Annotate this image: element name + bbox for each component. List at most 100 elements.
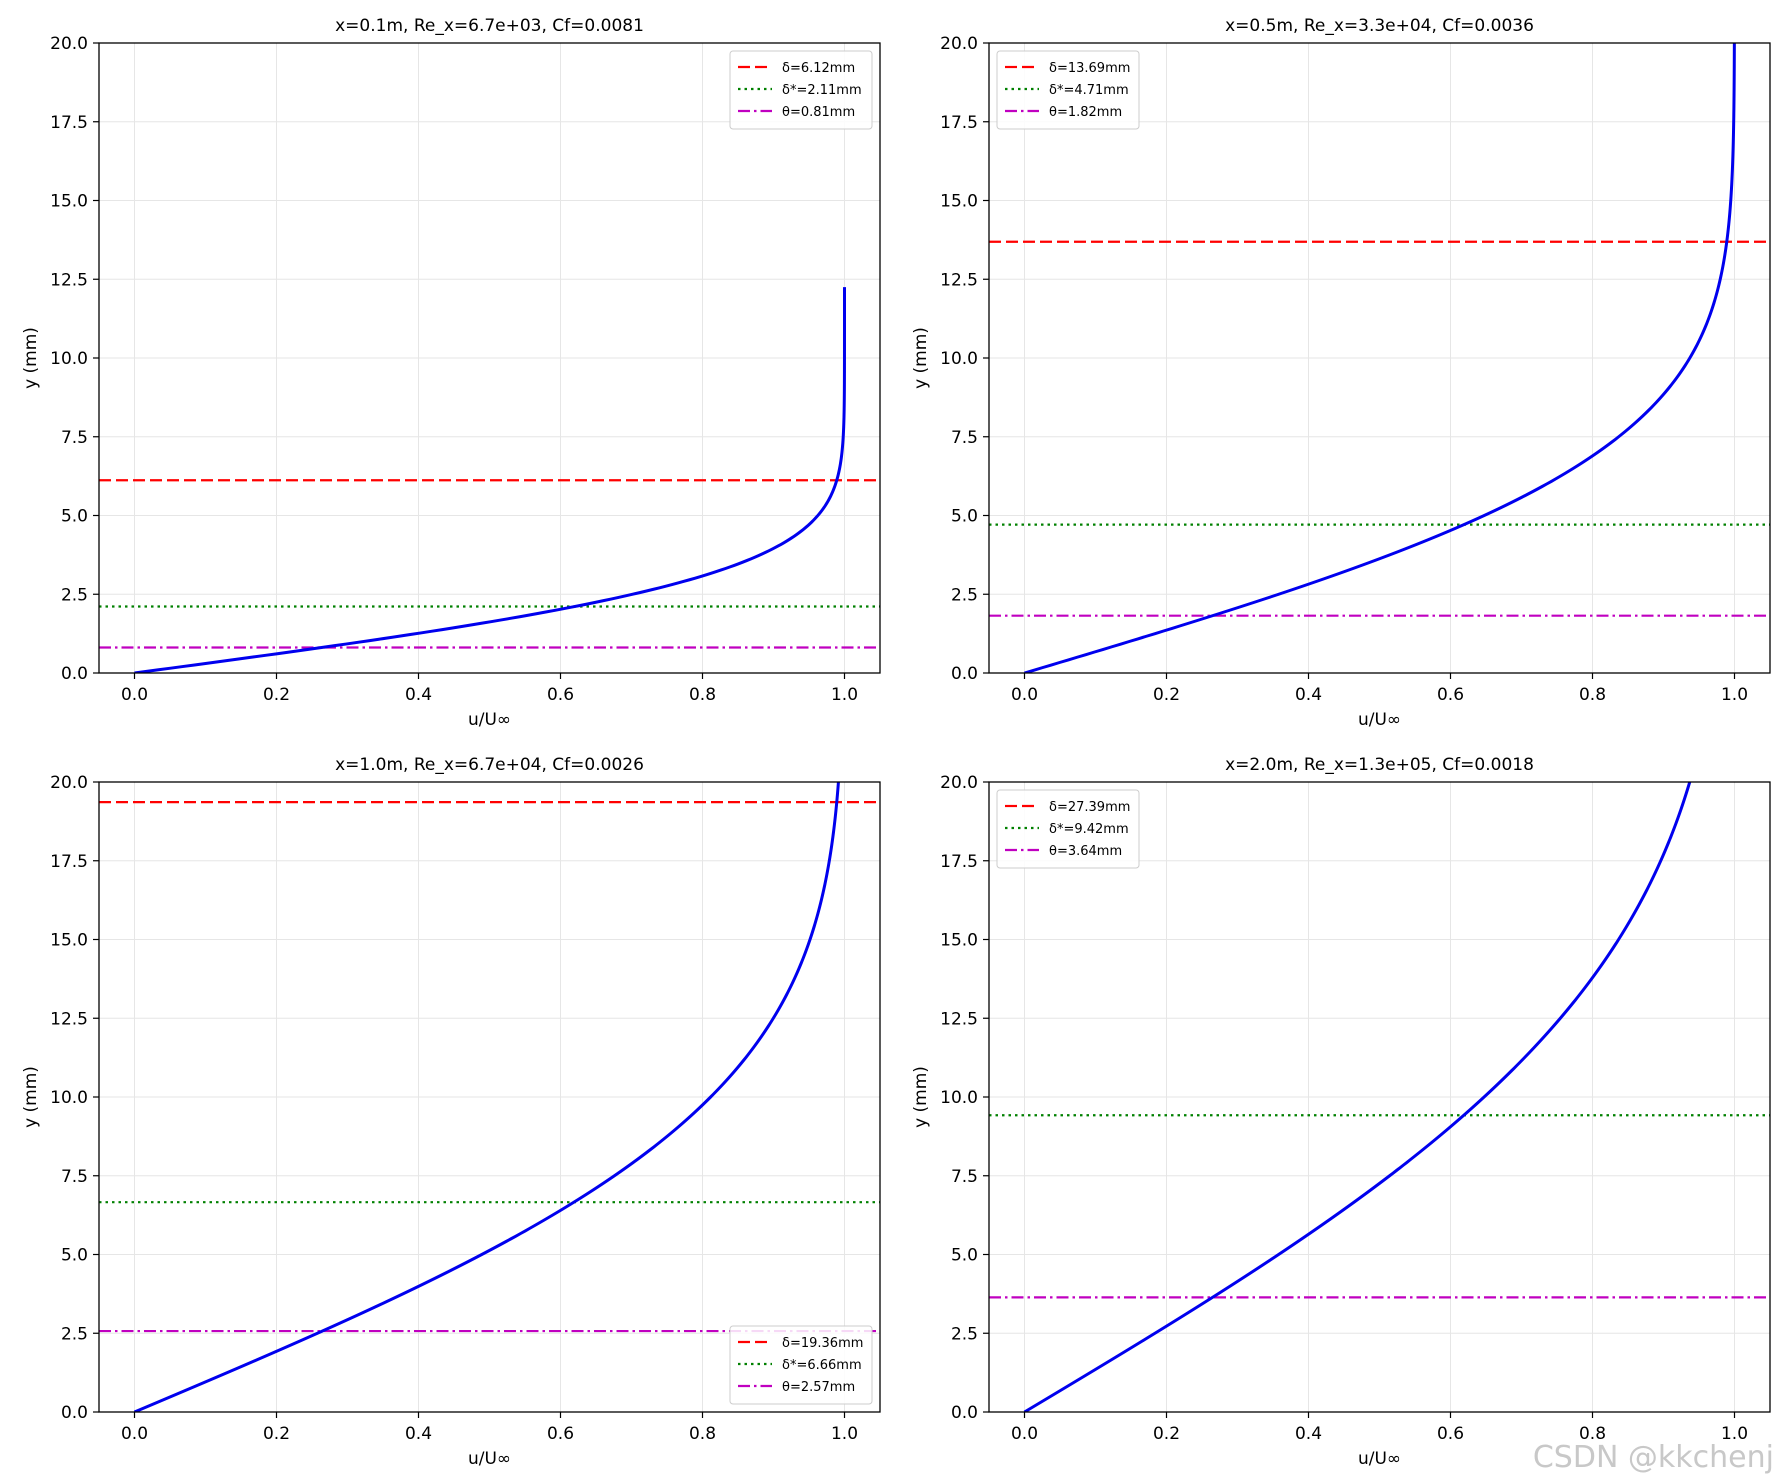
x-tick-label: 0.0 [121,685,148,705]
y-tick-label: 20.0 [940,773,978,793]
y-axis-label: y (mm) [911,1066,931,1128]
x-tick-label: 1.0 [1721,1424,1748,1444]
y-tick-label: 7.5 [951,428,978,448]
subplot-title: x=0.5m, Re_x=3.3e+04, Cf=0.0036 [1225,16,1534,36]
y-tick-label: 12.5 [50,270,88,290]
y-tick-label: 15.0 [50,931,88,951]
legend-label-1: δ=27.39mm [1049,800,1130,815]
legend-label-1: δ=6.12mm [782,61,855,76]
legend-box [729,50,873,130]
x-tick-label: 0.2 [1153,685,1180,705]
x-tick-label: 0.8 [1579,685,1606,705]
axes-frame [98,42,881,674]
x-tick-label: 1.0 [1721,685,1748,705]
legend-box [996,789,1140,869]
y-tick-label: 17.5 [940,113,978,133]
y-tick-label: 20.0 [50,34,88,54]
velocity-profile-line [1023,782,1692,1412]
y-tick-label: 5.0 [951,507,978,527]
legend-label-1: δ=13.69mm [1049,61,1130,76]
y-tick-label: 2.5 [951,585,978,605]
y-tick-label: 7.5 [951,1167,978,1187]
y-tick-label: 15.0 [940,931,978,951]
x-tick-label: 0.8 [1579,1424,1606,1444]
y-axis-label: y (mm) [21,1066,41,1128]
x-tick-label: 0.6 [547,1424,574,1444]
y-tick-label: 12.5 [50,1009,88,1029]
x-axis-label: u/U∞ [468,710,511,730]
y-tick-label: 2.5 [61,585,88,605]
y-tick-label: 7.5 [61,428,88,448]
legend-label-2: δ*=9.42mm [1049,822,1129,837]
legend-label-2: δ*=4.71mm [1049,83,1129,98]
y-tick-label: 7.5 [61,1167,88,1187]
y-tick-label: 5.0 [61,507,88,527]
y-tick-label: 17.5 [50,852,88,872]
legend-box [996,50,1140,130]
x-tick-label: 0.2 [263,685,290,705]
x-tick-label: 0.4 [405,1424,432,1444]
y-tick-label: 0.0 [951,664,978,684]
velocity-profile-line [133,782,840,1412]
x-tick-label: 0.0 [1011,685,1038,705]
axes-frame [988,781,1771,1413]
axes-frame [98,781,881,1413]
x-tick-label: 0.0 [1011,1424,1038,1444]
y-tick-label: 0.0 [951,1403,978,1423]
y-tick-label: 20.0 [940,34,978,54]
legend-label-1: δ=19.36mm [782,1336,863,1351]
y-tick-label: 5.0 [61,1246,88,1266]
x-tick-label: 0.8 [689,1424,716,1444]
y-tick-label: 15.0 [940,192,978,212]
legend: δ=13.69mm δ*=4.71mm θ=1.82mm [996,50,1140,130]
legend-box [729,1325,873,1405]
legend-label-3: θ=2.57mm [782,1380,855,1395]
y-tick-label: 0.0 [61,1403,88,1423]
legend-label-3: θ=1.82mm [1049,105,1122,120]
watermark: CSDN @kkchenj [1533,1440,1774,1475]
velocity-profile-line [1024,43,1736,673]
x-axis-label: u/U∞ [1358,710,1401,730]
x-tick-label: 0.6 [1437,685,1464,705]
legend-label-3: θ=3.64mm [1049,844,1122,859]
x-tick-label: 0.6 [547,685,574,705]
axes-frame [988,42,1771,674]
subplot-4: 0.0 0.2 0.4 0.6 0.8 1.0 0.0 2.5 5.0 7.5 10.0 12.5 15… [911,755,1771,1469]
y-tick-label: 10.0 [940,1088,978,1108]
subplot-1: 0.0 0.2 0.4 0.6 0.8 1.0 0.0 2.5 5.0 7.5 10.0 12.5 15… [21,16,881,730]
y-tick-label: 15.0 [50,192,88,212]
velocity-profile-line [134,287,846,673]
y-axis-label: y (mm) [21,327,41,389]
y-tick-label: 2.5 [951,1324,978,1344]
x-tick-label: 0.4 [1295,1424,1322,1444]
y-tick-label: 10.0 [50,1088,88,1108]
x-tick-label: 0.4 [405,685,432,705]
x-tick-label: 1.0 [831,685,858,705]
y-tick-label: 17.5 [940,852,978,872]
y-tick-label: 10.0 [940,349,978,369]
y-tick-label: 0.0 [61,664,88,684]
subplot-title: x=2.0m, Re_x=1.3e+05, Cf=0.0018 [1225,755,1534,775]
legend-label-2: δ*=2.11mm [782,83,862,98]
subplots-grid: 0.0 0.2 0.4 0.6 0.8 1.0 0.0 2.5 5.0 7.5 10.0 12.5 15… [21,16,1771,1469]
y-tick-label: 2.5 [61,1324,88,1344]
x-tick-label: 0.8 [689,685,716,705]
x-tick-label: 0.2 [1153,1424,1180,1444]
y-axis-label: y (mm) [911,327,931,389]
y-tick-label: 20.0 [50,773,88,793]
x-axis-label: u/U∞ [468,1449,511,1469]
legend: δ=27.39mm δ*=9.42mm θ=3.64mm [996,789,1140,869]
x-axis-label: u/U∞ [1358,1449,1401,1469]
legend: δ=6.12mm δ*=2.11mm θ=0.81mm [729,50,873,130]
y-tick-label: 5.0 [951,1246,978,1266]
y-tick-label: 17.5 [50,113,88,133]
x-tick-label: 0.0 [121,1424,148,1444]
subplot-title: x=1.0m, Re_x=6.7e+04, Cf=0.0026 [335,755,644,775]
x-tick-label: 0.6 [1437,1424,1464,1444]
legend-label-3: θ=0.81mm [782,105,855,120]
y-tick-label: 10.0 [50,349,88,369]
legend: δ=19.36mm δ*=6.66mm θ=2.57mm [729,1325,873,1405]
subplot-2: 0.0 0.2 0.4 0.6 0.8 1.0 0.0 2.5 5.0 7.5 10.0 12.5 15… [911,16,1771,730]
x-tick-label: 1.0 [831,1424,858,1444]
